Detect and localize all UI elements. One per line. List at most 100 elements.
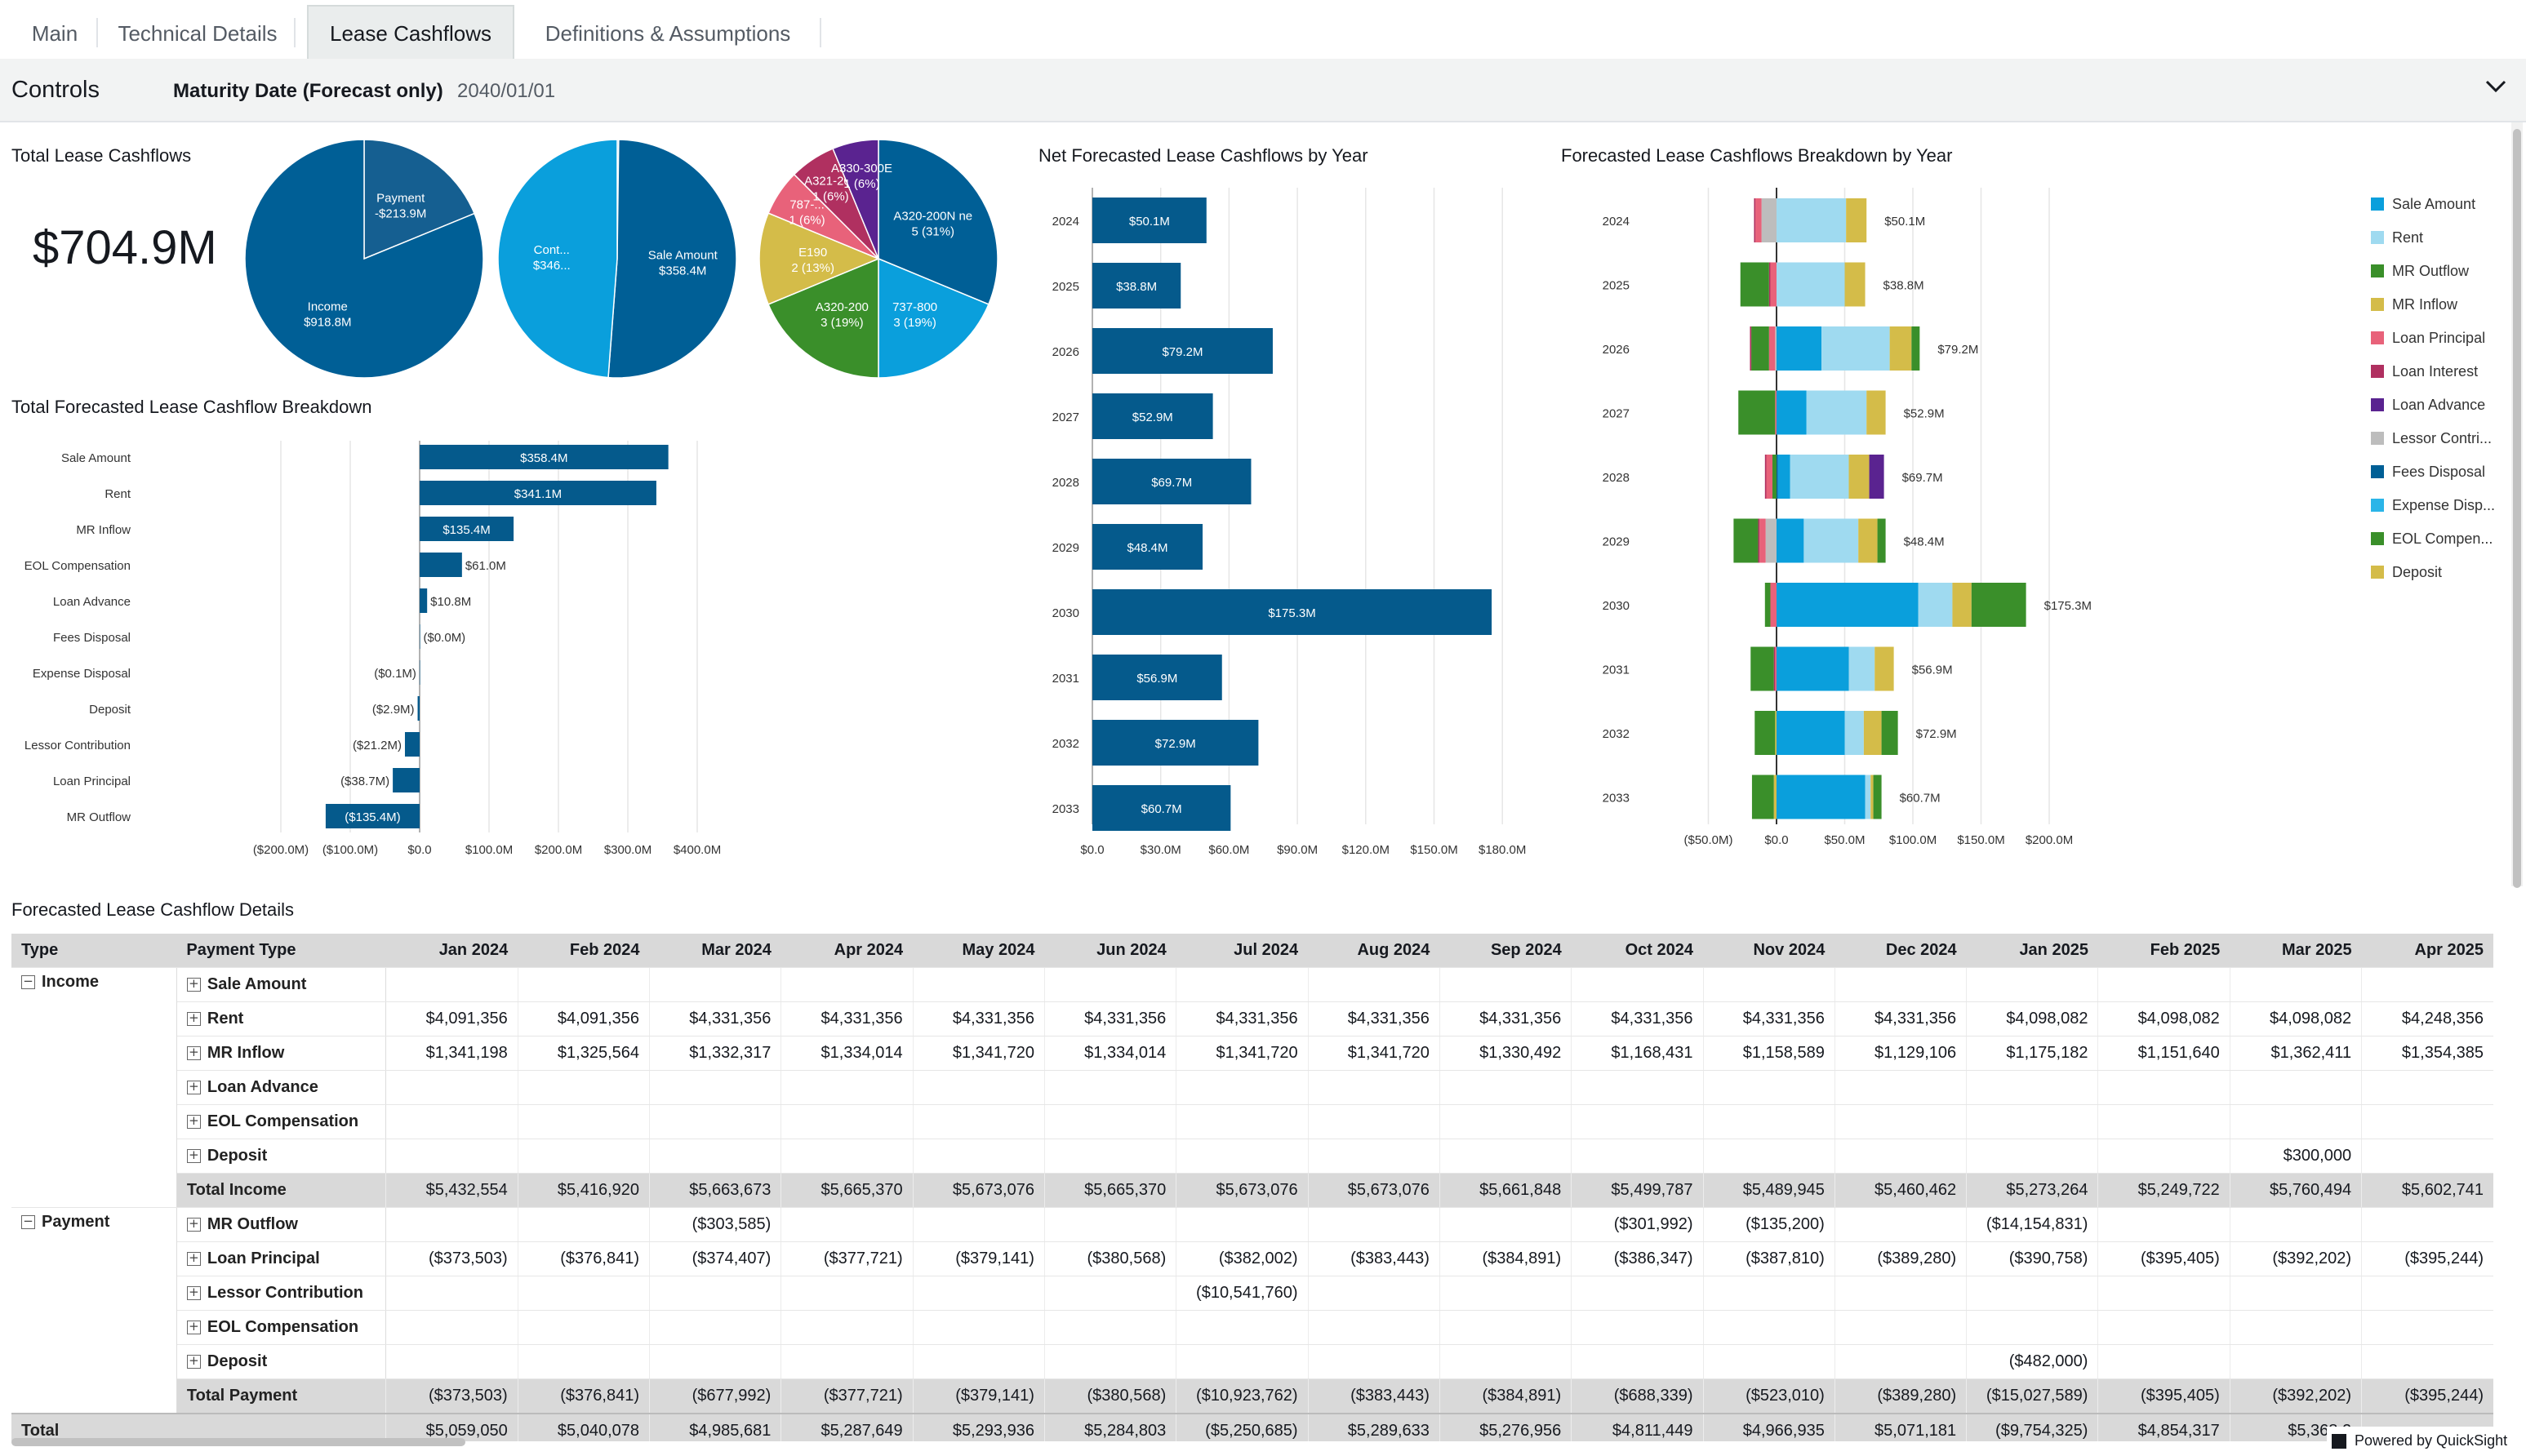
stack-segment[interactable] bbox=[1750, 646, 1774, 691]
table-cell[interactable] bbox=[2361, 967, 2493, 1002]
table-cell[interactable]: $1,129,106 bbox=[1834, 1036, 1967, 1071]
table-cell[interactable] bbox=[649, 1104, 781, 1139]
table-cell[interactable]: $300,000 bbox=[2229, 1139, 2362, 1174]
table-cell[interactable]: $4,098,082 bbox=[2097, 1001, 2230, 1037]
subtotal-cell[interactable]: ($384,891) bbox=[1439, 1378, 1572, 1414]
table-cell[interactable] bbox=[2229, 1207, 2362, 1242]
table-cell[interactable] bbox=[1439, 1104, 1572, 1139]
header-month[interactable]: Oct 2024 bbox=[1571, 934, 1704, 968]
legend-label[interactable]: Loan Interest bbox=[2392, 363, 2478, 380]
stack-segment[interactable] bbox=[1881, 711, 1898, 755]
table-cell[interactable] bbox=[912, 1276, 1045, 1311]
bar[interactable] bbox=[1092, 785, 1231, 831]
table-cell[interactable] bbox=[385, 1344, 518, 1379]
grand-total-cell[interactable]: $5,071,181 bbox=[1834, 1413, 1967, 1441]
pie-slice[interactable] bbox=[607, 139, 737, 379]
stack-segment[interactable] bbox=[1758, 518, 1760, 563]
header-month[interactable]: Mar 2025 bbox=[2230, 934, 2362, 968]
grand-total-cell[interactable]: $5,040,078 bbox=[517, 1413, 650, 1441]
table-cell[interactable] bbox=[1966, 1276, 2098, 1311]
table-cell[interactable] bbox=[649, 967, 781, 1002]
table-cell[interactable] bbox=[1043, 1139, 1176, 1174]
payment-type-cell[interactable]: + Loan Principal bbox=[176, 1241, 387, 1276]
payment-type-cell[interactable]: + Deposit bbox=[176, 1344, 387, 1379]
stack-segment[interactable] bbox=[1775, 711, 1777, 755]
stack-segment[interactable] bbox=[1790, 455, 1849, 499]
table-cell[interactable] bbox=[1176, 1310, 1309, 1345]
bar[interactable] bbox=[1092, 655, 1222, 700]
table-cell[interactable] bbox=[1834, 1139, 1967, 1174]
stack-segment[interactable] bbox=[1777, 326, 1822, 371]
subtotal-cell[interactable]: $5,249,722 bbox=[2097, 1173, 2230, 1208]
row-group-income[interactable]: − Income bbox=[11, 967, 177, 1208]
subtotal-cell[interactable]: ($383,443) bbox=[1307, 1378, 1440, 1414]
table-cell[interactable] bbox=[2361, 1310, 2493, 1345]
subtotal-cell[interactable]: $5,665,370 bbox=[1043, 1173, 1176, 1208]
legend-label[interactable]: Deposit bbox=[2392, 564, 2442, 580]
subtotal-cell[interactable]: $5,489,945 bbox=[1702, 1173, 1835, 1208]
table-cell[interactable] bbox=[1176, 1207, 1309, 1242]
bar[interactable] bbox=[420, 481, 656, 505]
pie-slice[interactable] bbox=[758, 212, 880, 305]
table-cell[interactable]: $1,158,589 bbox=[1702, 1036, 1835, 1071]
stack-segment[interactable] bbox=[1777, 455, 1778, 499]
pie-slice[interactable] bbox=[767, 257, 879, 379]
table-cell[interactable] bbox=[1834, 1104, 1967, 1139]
table-cell[interactable]: $4,098,082 bbox=[1966, 1001, 2098, 1037]
table-cell[interactable] bbox=[1702, 1310, 1835, 1345]
table-cell[interactable] bbox=[1043, 1207, 1176, 1242]
subtotal-cell[interactable]: ($392,202) bbox=[2229, 1378, 2362, 1414]
table-cell[interactable] bbox=[649, 1276, 781, 1311]
table-cell[interactable]: $1,151,640 bbox=[2097, 1036, 2230, 1071]
table-cell[interactable]: $1,332,317 bbox=[649, 1036, 781, 1071]
subtotal-cell[interactable]: $5,499,787 bbox=[1571, 1173, 1704, 1208]
table-cell[interactable]: $1,354,385 bbox=[2361, 1036, 2493, 1071]
table-cell[interactable] bbox=[1439, 1276, 1572, 1311]
table-cell[interactable]: $4,331,356 bbox=[780, 1001, 914, 1037]
table-cell[interactable] bbox=[1702, 1344, 1835, 1379]
horizontal-scrollbar[interactable] bbox=[11, 1438, 2493, 1446]
table-cell[interactable] bbox=[2361, 1207, 2493, 1242]
grand-total-cell[interactable]: $5,059,050 bbox=[385, 1413, 518, 1441]
table-cell[interactable] bbox=[2361, 1104, 2493, 1139]
pie-slice[interactable] bbox=[878, 139, 998, 305]
stack-segment[interactable] bbox=[1971, 583, 2026, 627]
table-cell[interactable] bbox=[1307, 1344, 1440, 1379]
table-cell[interactable] bbox=[1966, 1310, 2098, 1345]
table-cell[interactable] bbox=[912, 967, 1045, 1002]
header-month[interactable]: Dec 2024 bbox=[1834, 934, 1967, 968]
table-cell[interactable] bbox=[2229, 967, 2362, 1002]
table-cell[interactable] bbox=[2097, 1139, 2230, 1174]
table-cell[interactable] bbox=[2097, 1070, 2230, 1105]
subtotal-cell[interactable]: $5,273,264 bbox=[1966, 1173, 2098, 1208]
table-cell[interactable]: ($301,992) bbox=[1571, 1207, 1704, 1242]
grand-total-cell[interactable]: $4,811,449 bbox=[1571, 1413, 1704, 1441]
subtotal-cell[interactable]: $5,673,076 bbox=[1307, 1173, 1440, 1208]
stack-segment[interactable] bbox=[1846, 198, 1867, 242]
table-cell[interactable]: ($376,841) bbox=[517, 1241, 650, 1276]
bar[interactable] bbox=[404, 732, 420, 757]
stack-segment[interactable] bbox=[1751, 775, 1774, 819]
stack-segment[interactable] bbox=[1821, 326, 1890, 371]
table-cell[interactable] bbox=[1834, 1070, 1967, 1105]
stack-segment[interactable] bbox=[1754, 198, 1756, 242]
stack-segment[interactable] bbox=[1806, 390, 1867, 435]
stack-segment[interactable] bbox=[1764, 455, 1767, 499]
header-payment-type[interactable]: Payment Type bbox=[176, 934, 386, 968]
subtotal-cell[interactable]: ($677,992) bbox=[649, 1378, 781, 1414]
bar[interactable] bbox=[417, 696, 420, 721]
table-cell[interactable] bbox=[385, 967, 518, 1002]
stack-segment[interactable] bbox=[1738, 390, 1776, 435]
table-cell[interactable]: $1,341,720 bbox=[1176, 1036, 1309, 1071]
table-cell[interactable]: ($387,810) bbox=[1702, 1241, 1835, 1276]
expand-icon[interactable]: + bbox=[186, 1046, 201, 1061]
table-cell[interactable] bbox=[2229, 1276, 2362, 1311]
table-cell[interactable]: ($395,244) bbox=[2361, 1241, 2493, 1276]
table-cell[interactable] bbox=[517, 1276, 650, 1311]
tab-main[interactable]: Main bbox=[11, 7, 98, 59]
legend-label[interactable]: Lessor Contri... bbox=[2392, 430, 2492, 446]
stack-segment[interactable] bbox=[1874, 646, 1894, 691]
subtotal-cell[interactable]: ($395,405) bbox=[2097, 1378, 2230, 1414]
expand-icon[interactable]: + bbox=[186, 1218, 201, 1232]
table-cell[interactable] bbox=[1834, 1276, 1967, 1311]
